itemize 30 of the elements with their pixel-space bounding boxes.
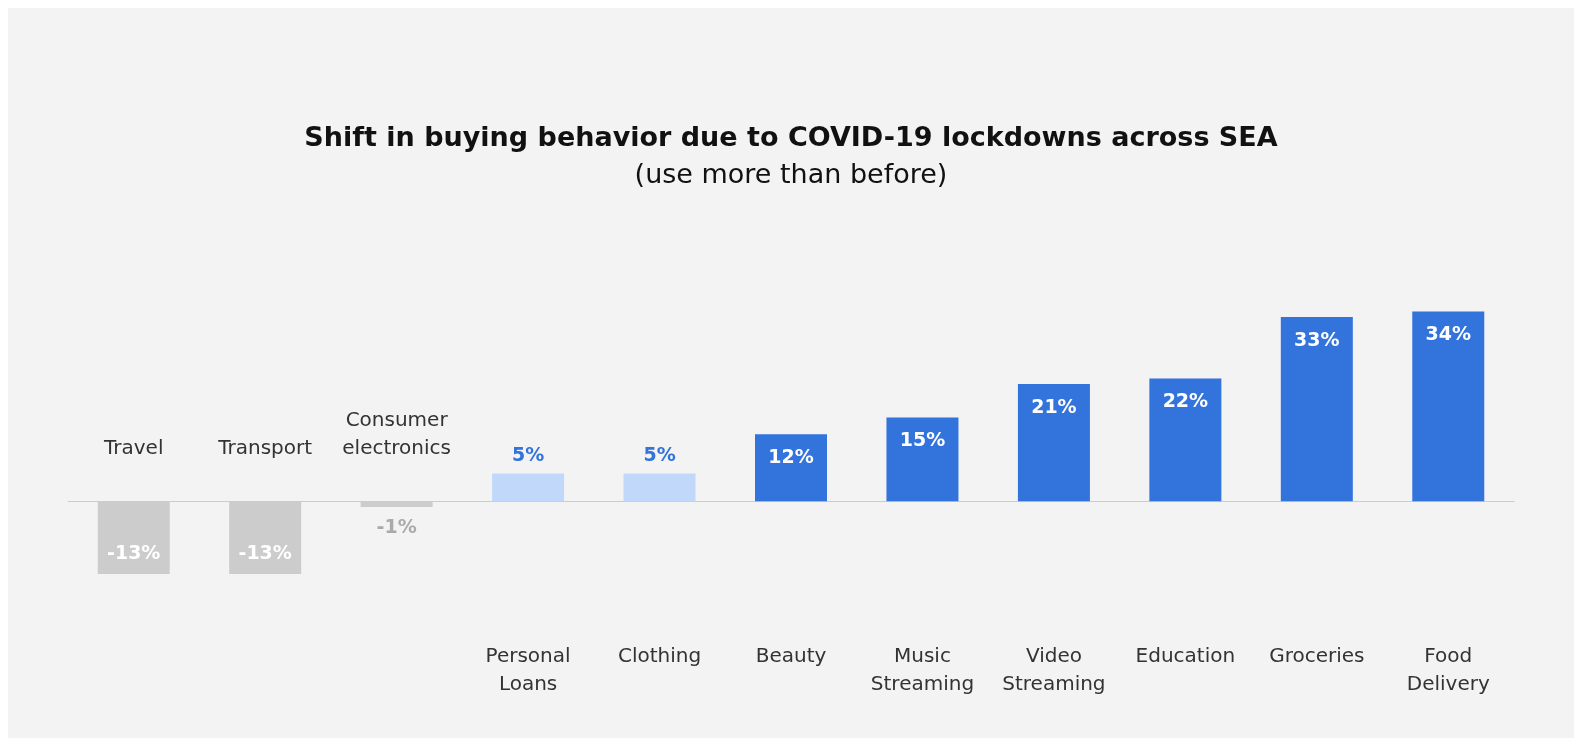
chart-subtitle: (use more than before) — [634, 158, 948, 189]
x-tick-label: Consumer electronics — [342, 407, 451, 460]
bar — [1412, 311, 1485, 502]
x-tick-label: Music Streaming — [870, 643, 975, 695]
x-tick-label: Food Delivery — [1406, 643, 1490, 695]
chart-title: Shift in buying behavior due to COVID-19 lockdowns across SEA — [304, 121, 1278, 152]
x-tick-label: Education — [1135, 643, 1236, 667]
x-tick-label: Groceries — [1269, 643, 1365, 667]
x-tick-label: Travel — [103, 435, 164, 460]
bar — [1280, 317, 1353, 502]
bar — [1149, 378, 1222, 502]
bar — [623, 473, 696, 502]
data-label: 5% — [511, 442, 545, 465]
data-label: -1% — [376, 515, 417, 538]
data-label: 21% — [1031, 394, 1077, 417]
bar — [1017, 384, 1090, 502]
bar — [492, 473, 565, 502]
x-tick-label: Beauty — [755, 643, 827, 667]
bar — [755, 434, 827, 502]
data-label: 5% — [643, 442, 676, 465]
x-tick-label: Video Streaming — [1002, 643, 1106, 695]
data-label: 33% — [1294, 327, 1340, 350]
x-tick-label: Personal Loans — [485, 643, 571, 695]
data-label: 22% — [1162, 389, 1209, 411]
x-tick-label: Clothing — [617, 643, 702, 667]
data-label: 34% — [1425, 322, 1472, 344]
data-label: 12% — [768, 444, 814, 467]
bar — [886, 417, 959, 502]
data-label: 15% — [899, 428, 946, 451]
x-tick-label: Transport — [217, 435, 313, 460]
